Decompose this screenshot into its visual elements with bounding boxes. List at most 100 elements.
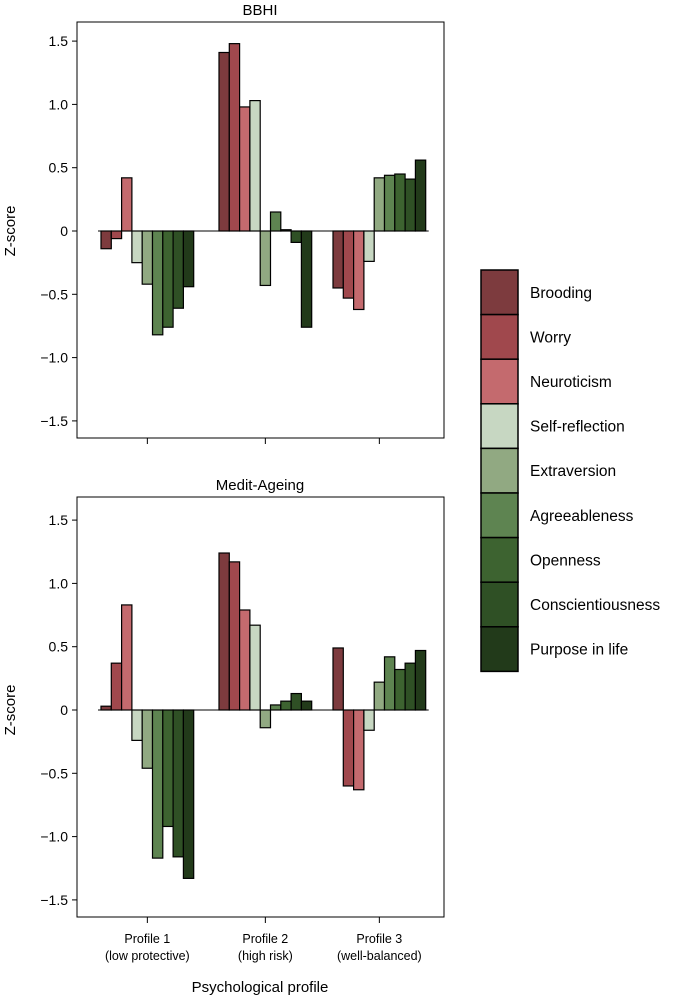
legend-label: Worry [530,329,571,346]
bar-brooding-3 [332,230,344,289]
y-axis-label-bbhi: Z-score [2,206,19,257]
bar-self-reflection-1 [131,709,143,741]
bar-purpose-in-life-1 [182,230,195,288]
bar-purpose-in-life-2 [300,230,313,328]
bar-neuroticism-3 [353,230,365,311]
panel-medit-ageing: Medit-Ageing Z-score 1.5 1.0 0.5 0 −0.5 −1.0 −… [2,477,445,996]
bar-self-reflection-2 [249,624,261,711]
legend-swatch-purpose-in-life [480,626,519,673]
bar-extraversion-3 [373,177,386,232]
category-labels: Profile 1 (low protective) Profile 2 (high … [105,932,422,963]
bars-medit-ageing [100,552,427,879]
y-tick-label: 1.5 [49,512,69,528]
bar-conscientiousness-3 [404,178,417,232]
legend-swatch-openness [480,536,519,583]
bar-purpose-in-life-1 [182,709,195,879]
bar-openness-1 [162,230,174,328]
bar-self-reflection-2 [249,99,261,232]
bar-worry-2 [228,43,241,232]
y-tick-label: −1.5 [40,892,68,908]
bar-self-reflection-3 [363,709,375,731]
x-axis-label: Psychological profile [192,979,329,996]
category-sublabel: (high risk) [238,949,293,963]
bar-conscientiousness-2 [290,230,303,243]
y-tick-label: 0.5 [49,160,69,176]
bar-openness-1 [162,709,174,828]
y-tick-label: −1.0 [40,350,68,366]
bar-worry-1 [110,230,123,240]
bar-conscientiousness-1 [172,230,185,309]
legend-swatch-brooding [480,269,519,316]
bar-worry-3 [342,230,355,299]
y-tick-label: −0.5 [40,286,68,302]
bar-neuroticism-2 [239,106,251,232]
bar-openness-3 [394,668,406,711]
bar-brooding-2 [218,51,230,232]
bar-agreeableness-1 [151,230,164,336]
y-tick-label: 1.0 [49,96,69,112]
bar-agreeableness-3 [383,656,396,711]
legend-swatch-worry [480,313,519,360]
legend-swatch-extraversion [480,447,519,494]
panel-title-medit-ageing: Medit-Ageing [216,477,304,494]
y-axis-label-medit-ageing: Z-score [2,685,19,736]
bar-brooding-1 [100,230,112,250]
category-label: Profile 3 [356,932,402,946]
category-sublabel: (well-balanced) [337,949,422,963]
bar-neuroticism-1 [120,604,133,711]
y-tick-label: −1.5 [40,413,68,429]
legend-swatch-conscientiousness [480,581,519,628]
bar-purpose-in-life-3 [414,649,427,711]
bar-extraversion-1 [141,230,154,285]
x-ticks-medit-ageing [146,917,380,923]
legend-label: Purpose in life [530,642,628,659]
legend-label: Openness [530,552,601,569]
legend-label: Agreeableness [530,508,634,525]
legend-label: Neuroticism [530,374,612,391]
legend-label: Self-reflection [530,419,625,436]
y-tick-label: 0 [60,702,68,718]
legend: Brooding Worry Neuroticism Self-reflection E… [480,269,660,673]
category-label: Profile 1 [124,932,170,946]
bar-neuroticism-2 [239,609,251,711]
bar-extraversion-2 [259,230,272,287]
legend-swatch-self-reflection [480,403,519,450]
bar-openness-2 [280,700,292,711]
legend-swatch-agreeableness [480,492,519,539]
bar-agreeableness-3 [383,174,396,232]
plot-frame-medit-ageing [76,496,445,918]
bar-agreeableness-1 [151,709,164,859]
y-tick-label: −1.0 [40,829,68,845]
bar-extraversion-1 [141,709,154,769]
bar-purpose-in-life-2 [300,700,313,711]
bar-purpose-in-life-3 [414,159,427,232]
panel-title-bbhi: BBHI [242,2,277,19]
bar-conscientiousness-2 [290,692,303,711]
bar-self-reflection-3 [363,230,375,262]
x-ticks-bbhi [146,438,380,444]
bar-agreeableness-2 [269,704,282,711]
bar-agreeableness-2 [269,211,282,232]
bar-worry-2 [228,561,241,711]
legend-label: Extraversion [530,463,616,480]
bar-neuroticism-3 [353,709,365,791]
bar-brooding-2 [218,552,230,711]
panel-bbhi: BBHI Z-score 1.5 1.0 0.5 0 −0.5 −1.0 −1.5 [2,2,445,444]
y-ticks-medit-ageing: 1.5 1.0 0.5 0 −0.5 −1.0 −1.5 [40,512,77,908]
legend-label: Brooding [530,285,592,302]
bar-extraversion-3 [373,681,386,711]
bar-self-reflection-1 [131,230,143,264]
category-label: Profile 2 [242,932,288,946]
bar-conscientiousness-3 [404,662,417,711]
category-sublabel: (low protective) [105,949,190,963]
bar-brooding-1 [100,705,112,711]
legend-swatch-neuroticism [480,358,519,405]
y-tick-label: 1.5 [49,33,69,49]
y-tick-label: −0.5 [40,765,68,781]
y-tick-label: 0 [60,223,68,239]
bars-bbhi [100,43,427,336]
bar-brooding-3 [332,647,344,711]
y-ticks-bbhi: 1.5 1.0 0.5 0 −0.5 −1.0 −1.5 [40,33,77,429]
bar-conscientiousness-1 [172,709,185,858]
